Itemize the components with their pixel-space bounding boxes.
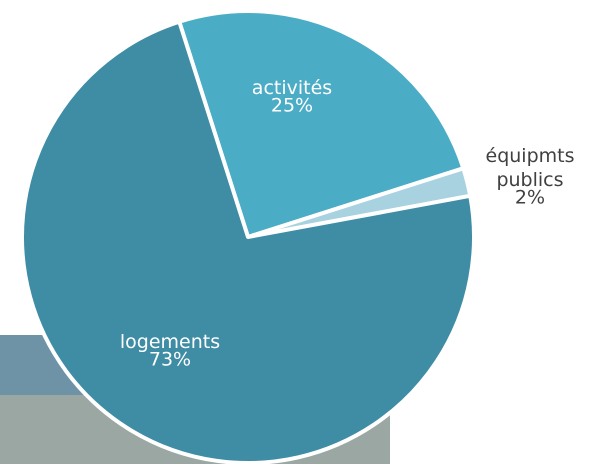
slice-label: activités [252, 77, 332, 99]
slice-value-label: 25% [271, 95, 313, 117]
pie-slice [177, 9, 466, 239]
slice-label: logements [120, 331, 220, 353]
slice-value-label: 2% [515, 187, 545, 209]
pie-slice [20, 19, 476, 464]
slice-value-label: 73% [149, 349, 191, 371]
slice-label: équipmts publics [486, 145, 575, 191]
